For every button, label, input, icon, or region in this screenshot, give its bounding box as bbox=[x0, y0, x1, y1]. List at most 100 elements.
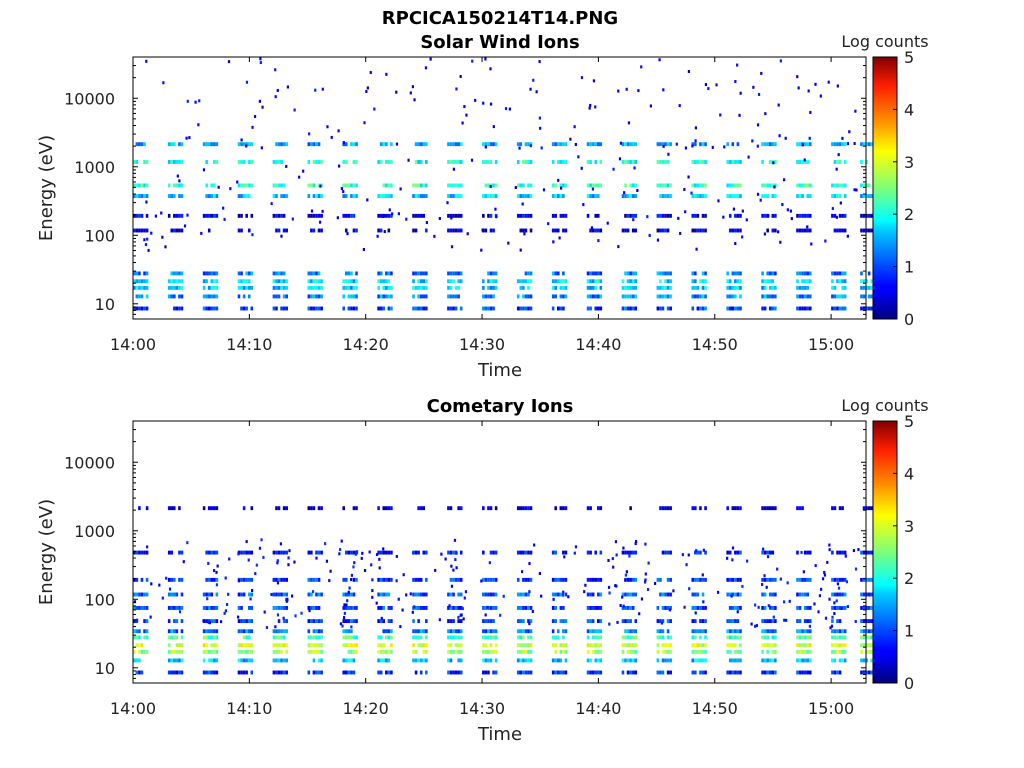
heatmap-cell bbox=[621, 619, 625, 624]
heatmap-cell bbox=[529, 271, 533, 276]
heatmap-cell bbox=[591, 629, 595, 634]
heatmap-cell bbox=[784, 136, 787, 140]
heatmap-cell bbox=[626, 279, 630, 284]
heatmap-cell bbox=[167, 550, 171, 555]
heatmap-cell bbox=[344, 629, 348, 634]
heatmap-cell bbox=[841, 279, 844, 284]
heatmap-cell bbox=[449, 550, 453, 555]
heatmap-cell bbox=[454, 306, 458, 311]
heatmap-cell bbox=[763, 574, 766, 578]
heatmap-cell bbox=[482, 101, 485, 105]
heatmap-cell bbox=[734, 228, 737, 233]
heatmap-cell bbox=[237, 615, 240, 619]
heatmap-cell bbox=[831, 183, 834, 188]
heatmap-cell bbox=[666, 142, 670, 147]
heatmap-cell bbox=[552, 597, 555, 601]
heatmap-cell bbox=[449, 279, 453, 284]
heatmap-cell bbox=[210, 643, 214, 648]
heatmap-cell bbox=[240, 629, 243, 634]
heatmap-cell bbox=[726, 556, 729, 560]
heatmap-cell bbox=[412, 183, 415, 188]
heatmap-cell bbox=[453, 538, 457, 542]
heatmap-cell bbox=[379, 649, 383, 654]
heatmap-cell bbox=[146, 237, 149, 241]
heatmap-cell bbox=[768, 279, 772, 284]
heatmap-cell bbox=[597, 643, 600, 648]
solar-wind-panel: Solar Wind Ions Log counts 1010010001000… bbox=[36, 32, 929, 381]
heatmap-cell bbox=[527, 619, 530, 624]
heatmap-cell bbox=[644, 578, 647, 582]
heatmap-cell bbox=[320, 228, 323, 233]
heatmap-cell bbox=[659, 285, 662, 290]
heatmap-cell bbox=[237, 194, 241, 199]
heatmap-cell bbox=[247, 183, 251, 188]
y-axis-label: Energy (eV) bbox=[36, 135, 57, 241]
heatmap-cell bbox=[691, 228, 695, 233]
heatmap-cell bbox=[145, 577, 149, 582]
heatmap-cell bbox=[452, 619, 455, 624]
heatmap-cell bbox=[701, 183, 705, 188]
heatmap-cell bbox=[761, 606, 764, 610]
heatmap-cell bbox=[175, 592, 179, 597]
heatmap-cell bbox=[626, 306, 630, 311]
heatmap-cell bbox=[540, 146, 543, 150]
heatmap-cell bbox=[806, 279, 809, 284]
heatmap-cell bbox=[329, 569, 332, 573]
heatmap-cell bbox=[215, 570, 218, 574]
heatmap-cell bbox=[594, 629, 597, 634]
heatmap-cell bbox=[734, 160, 737, 164]
heatmap-cell bbox=[240, 142, 243, 147]
heatmap-cell bbox=[728, 183, 732, 188]
heatmap-cell bbox=[382, 279, 386, 284]
heatmap-cell bbox=[347, 619, 351, 624]
heatmap-cell bbox=[624, 142, 627, 147]
heatmap-cell bbox=[379, 550, 383, 555]
heatmap-cell bbox=[823, 570, 826, 574]
heatmap-cell bbox=[734, 506, 737, 511]
heatmap-cell bbox=[701, 228, 705, 233]
heatmap-cell bbox=[466, 232, 469, 236]
heatmap-cell bbox=[312, 142, 316, 147]
heatmap-cell bbox=[704, 619, 707, 624]
heatmap-cell bbox=[492, 183, 495, 188]
heatmap-cell bbox=[803, 306, 807, 311]
heatmap-cell bbox=[774, 183, 777, 188]
heatmap-cell bbox=[669, 619, 672, 624]
heatmap-cell bbox=[170, 194, 174, 199]
heatmap-cell bbox=[695, 549, 698, 553]
heatmap-cell bbox=[240, 279, 243, 284]
heatmap-cell bbox=[449, 285, 453, 290]
heatmap-cell bbox=[599, 160, 603, 164]
heatmap-cell bbox=[382, 294, 386, 299]
heatmap-cell bbox=[460, 613, 463, 617]
heatmap-cell bbox=[562, 606, 565, 610]
heatmap-cell bbox=[626, 271, 630, 276]
heatmap-cell bbox=[559, 285, 563, 290]
heatmap-cell bbox=[310, 183, 313, 188]
heatmap-cell bbox=[779, 577, 782, 581]
heatmap-cell bbox=[419, 670, 423, 675]
heatmap-cell bbox=[320, 670, 323, 675]
heatmap-cell bbox=[522, 279, 525, 284]
heatmap-cell bbox=[659, 228, 662, 233]
heatmap-cell bbox=[207, 635, 211, 640]
heatmap-cell bbox=[591, 187, 595, 191]
heatmap-cell bbox=[728, 228, 732, 233]
heatmap-cell bbox=[564, 294, 568, 299]
heatmap-cell bbox=[527, 577, 530, 582]
heatmap-cell bbox=[683, 605, 686, 609]
heatmap-cell bbox=[538, 116, 541, 120]
heatmap-cell bbox=[457, 142, 460, 147]
heatmap-cell bbox=[173, 183, 176, 188]
heatmap-cell bbox=[355, 577, 358, 582]
heatmap-cell bbox=[741, 235, 744, 239]
heatmap-cell bbox=[728, 635, 732, 640]
heatmap-cell bbox=[449, 606, 453, 610]
heatmap-cell bbox=[771, 294, 775, 299]
heatmap-cell bbox=[586, 506, 590, 511]
heatmap-cell bbox=[728, 294, 732, 299]
heatmap-cell bbox=[482, 635, 485, 640]
heatmap-cell bbox=[803, 643, 807, 648]
heatmap-cell bbox=[390, 619, 393, 624]
heatmap-cell bbox=[494, 670, 498, 675]
